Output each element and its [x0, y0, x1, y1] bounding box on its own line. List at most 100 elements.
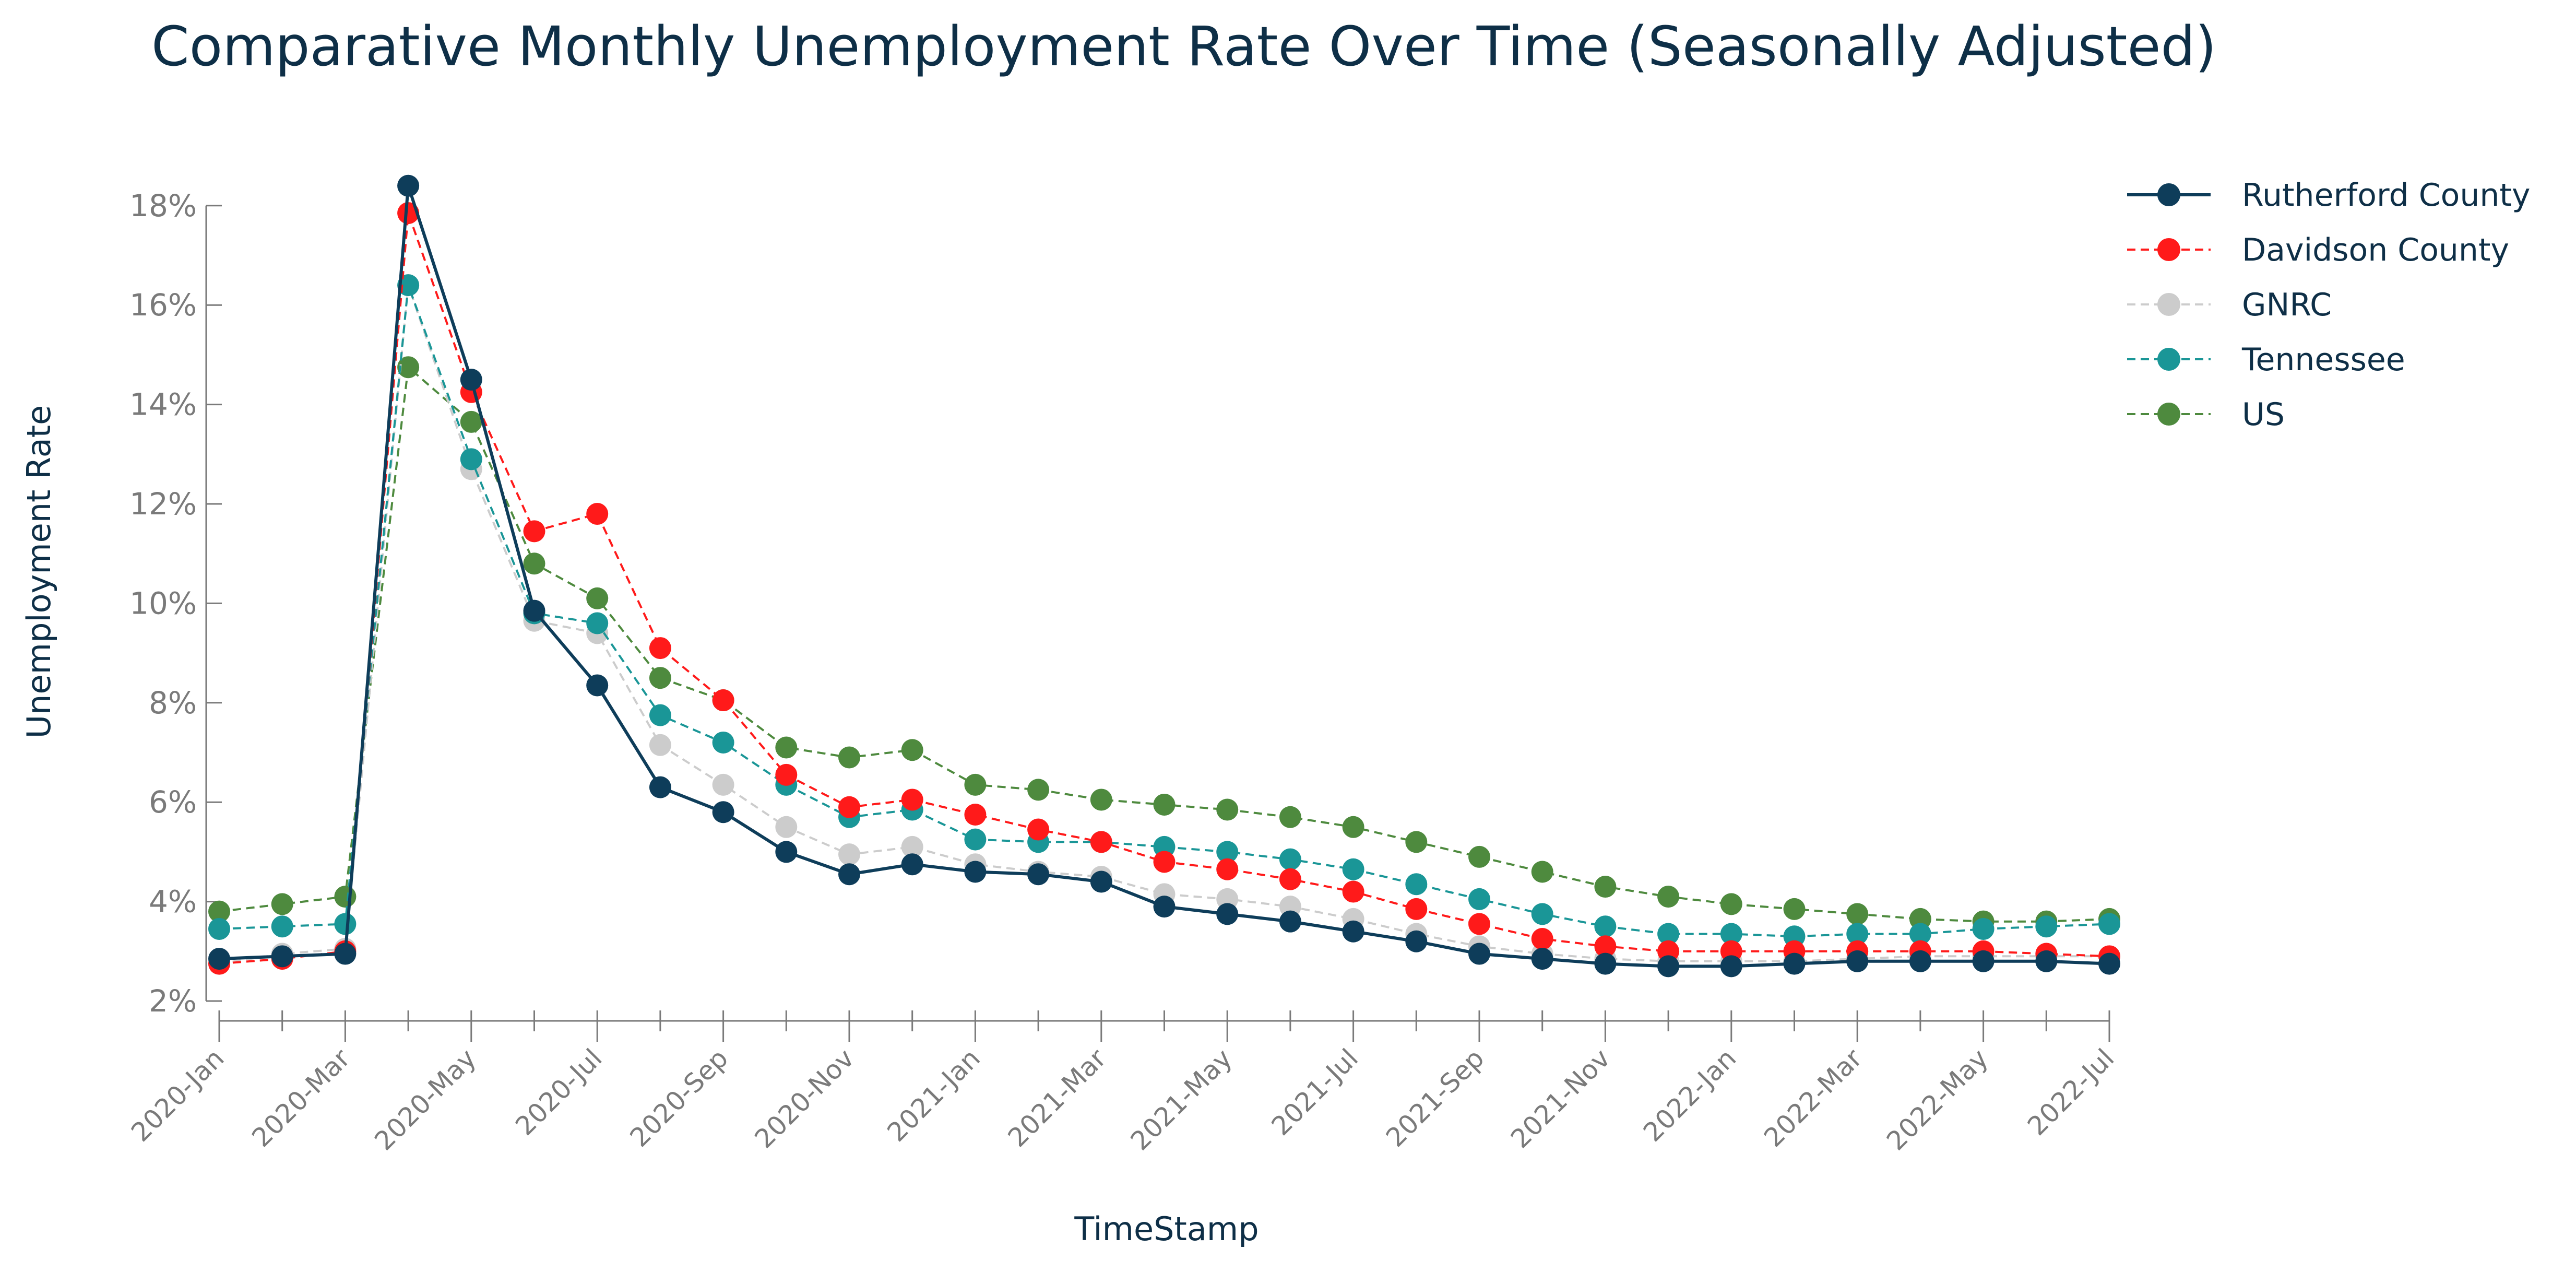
data-point — [964, 804, 987, 826]
data-point — [775, 841, 798, 863]
x-tick-label: 2021-Jul — [1266, 1043, 1364, 1141]
x-tick-label: 2020-Nov — [749, 1043, 860, 1154]
data-point — [1027, 779, 1050, 801]
x-tick-label: 2021-Mar — [1002, 1043, 1112, 1153]
data-point — [1531, 903, 1553, 925]
data-point — [1090, 789, 1112, 811]
y-tick-label: 8% — [149, 685, 197, 721]
data-point — [2098, 913, 2120, 935]
data-point — [712, 689, 734, 712]
data-point — [838, 863, 860, 886]
x-tick-label: 2020-Jul — [509, 1043, 608, 1141]
data-point — [334, 913, 357, 935]
data-point — [1909, 950, 1931, 972]
data-point — [964, 828, 987, 851]
x-tick-label: 2020-Mar — [246, 1043, 356, 1153]
data-point — [1909, 923, 1931, 945]
x-tick-label: 2021-May — [1125, 1043, 1238, 1156]
y-axis-title: Unemployment Rate — [20, 405, 58, 738]
data-point — [1783, 898, 1806, 920]
data-point — [523, 552, 545, 575]
data-point — [1720, 955, 1742, 978]
y-tick-label: 2% — [149, 983, 197, 1019]
data-point — [649, 776, 671, 798]
y-tick-label: 16% — [129, 287, 197, 323]
data-point — [1405, 831, 1428, 853]
x-tick-label: 2022-Jul — [2022, 1043, 2120, 1141]
data-point — [1279, 910, 1301, 933]
legend-label: GNRC — [2242, 287, 2332, 323]
y-tick-label: 18% — [129, 188, 197, 223]
data-point — [1216, 798, 1239, 821]
data-point — [1153, 896, 1176, 918]
data-point — [901, 835, 923, 858]
data-point — [460, 448, 482, 470]
data-point — [271, 893, 293, 915]
data-point — [1279, 868, 1301, 890]
data-point — [1090, 870, 1112, 893]
data-point — [1657, 886, 1680, 908]
data-point — [586, 612, 609, 634]
series-tennessee — [208, 274, 2120, 948]
x-tick-label: 2020-Sep — [624, 1043, 734, 1152]
legend-item: Davidson County — [2127, 232, 2509, 268]
legend-item: Tennessee — [2127, 342, 2405, 378]
legend-item: GNRC — [2127, 287, 2332, 323]
data-point — [1720, 923, 1742, 945]
data-point — [208, 917, 230, 940]
x-tick-label: 2021-Nov — [1505, 1043, 1616, 1154]
data-point — [1846, 923, 1869, 945]
data-point — [208, 948, 230, 970]
x-tick-label: 2020-May — [369, 1043, 482, 1156]
legend-label: Tennessee — [2241, 342, 2405, 378]
data-point — [1468, 888, 1490, 910]
data-point — [1594, 935, 1617, 958]
data-point — [397, 274, 420, 297]
x-axis: 2020-Jan 2020-Mar 2020-May 2020-Jul 2020-Sep… — [125, 1010, 2120, 1156]
data-point — [1468, 943, 1490, 965]
legend-marker — [2157, 348, 2180, 371]
data-point — [1342, 858, 1364, 880]
legend-marker — [2157, 403, 2180, 426]
data-point — [586, 587, 609, 609]
x-tick-label: 2020-Jan — [125, 1043, 230, 1147]
data-point — [1279, 848, 1301, 870]
data-point — [2035, 915, 2058, 938]
legend-item: US — [2127, 396, 2285, 433]
series-davidson-county — [208, 202, 2120, 975]
data-point — [1405, 898, 1428, 920]
data-point — [1468, 913, 1490, 935]
legend-label: Rutherford County — [2242, 177, 2530, 214]
data-point — [1153, 793, 1176, 816]
y-tick-label: 12% — [129, 486, 197, 522]
data-point — [271, 915, 293, 938]
data-point — [523, 599, 545, 622]
y-tick-label: 14% — [129, 387, 197, 422]
y-tick-label: 6% — [149, 784, 197, 820]
data-point — [838, 843, 860, 866]
data-point — [1468, 845, 1490, 868]
data-point — [1027, 818, 1050, 841]
data-point — [838, 746, 860, 769]
y-tick-label: 10% — [129, 585, 197, 621]
data-point — [1342, 816, 1364, 838]
data-point — [271, 945, 293, 968]
data-point — [586, 503, 609, 525]
data-point — [397, 174, 420, 197]
data-point — [1594, 876, 1617, 898]
data-point — [775, 763, 798, 786]
x-tick-label: 2022-Mar — [1758, 1043, 1868, 1153]
data-point — [901, 739, 923, 761]
data-point — [397, 356, 420, 379]
legend-marker — [2157, 293, 2180, 316]
data-point — [1027, 863, 1050, 886]
data-point — [1783, 952, 1806, 975]
data-point — [1531, 928, 1553, 950]
data-point — [901, 789, 923, 811]
data-point — [1657, 923, 1680, 945]
data-point — [1153, 851, 1176, 873]
data-point — [838, 796, 860, 818]
legend-marker — [2157, 238, 2180, 261]
data-point — [1090, 831, 1112, 853]
